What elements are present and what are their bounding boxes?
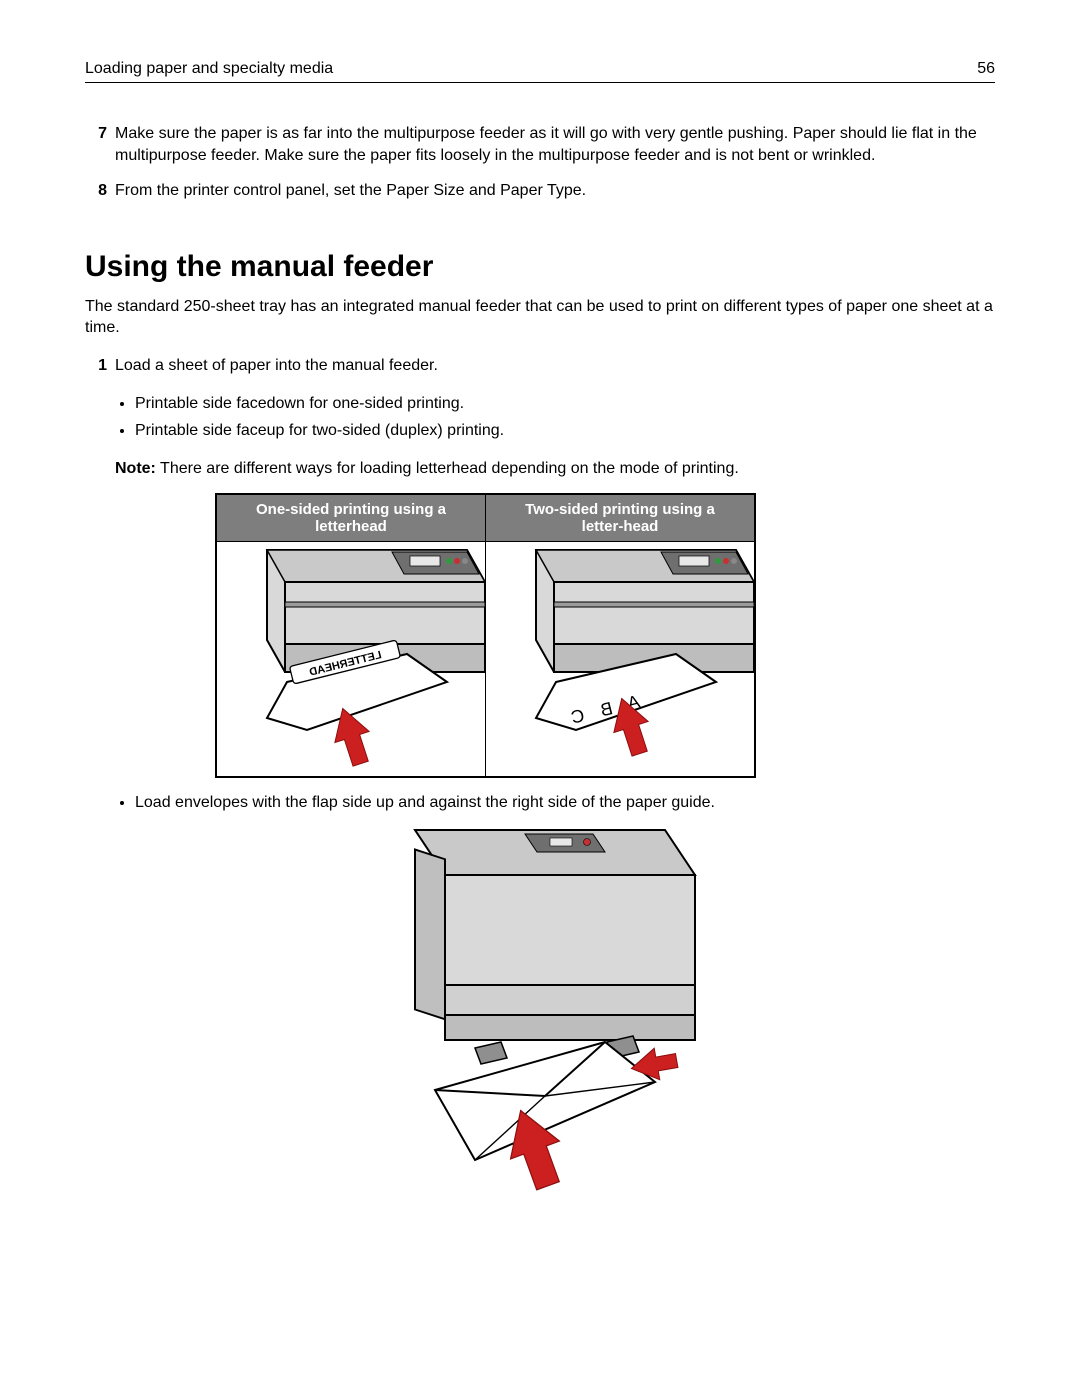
table-header-col1: One‑sided printing using a letterhead (216, 494, 486, 542)
printer-svg: A B C (486, 542, 754, 776)
header-section-title: Loading paper and specialty media (85, 60, 333, 78)
note-label: Note: (115, 460, 156, 477)
envelope-svg (355, 820, 725, 1210)
table-header-col2: Two‑sided printing using a letter‑head (486, 494, 756, 542)
bullet-item: Load envelopes with the flap side up and… (135, 790, 995, 816)
table-cell-two-sided: A B C (486, 542, 756, 778)
note-line: Note: There are different ways for loadi… (115, 458, 995, 480)
note-text: There are different ways for loading let… (160, 460, 739, 477)
table-cell-one-sided: LETTERHEAD (216, 542, 486, 778)
printer-illustration-two-sided: A B C (486, 542, 754, 776)
bullet-list-1: Printable side facedown for one-sided pr… (135, 391, 995, 444)
printer-illustration-one-sided: LETTERHEAD (217, 542, 485, 776)
bullet-list-2: Load envelopes with the flap side up and… (135, 790, 995, 816)
bullet-item: Printable side facedown for one-sided pr… (135, 391, 995, 417)
step-text: From the printer control panel, set the … (115, 180, 995, 202)
envelope-illustration (85, 820, 995, 1210)
step-number: 8 (85, 180, 107, 202)
printer-svg: LETTERHEAD (217, 542, 485, 776)
step-text: Make sure the paper is as far into the m… (115, 123, 995, 166)
step-7: 7 Make sure the paper is as far into the… (85, 123, 995, 166)
page-header: Loading paper and specialty media 56 (85, 60, 995, 83)
step-number: 1 (85, 355, 107, 377)
step-8: 8 From the printer control panel, set th… (85, 180, 995, 202)
step-1: 1 Load a sheet of paper into the manual … (85, 355, 995, 377)
document-page: Loading paper and specialty media 56 7 M… (0, 0, 1080, 1250)
paper-guide-left (475, 1042, 507, 1064)
letterhead-table: One‑sided printing using a letterhead Tw… (215, 493, 756, 778)
section-intro: The standard 250‑sheet tray has an integ… (85, 296, 995, 339)
bullet-item: Printable side faceup for two‑sided (dup… (135, 418, 995, 444)
step-text: Load a sheet of paper into the manual fe… (115, 355, 995, 377)
page-number: 56 (977, 60, 995, 78)
step-number: 7 (85, 123, 107, 166)
section-heading: Using the manual feeder (85, 250, 995, 284)
